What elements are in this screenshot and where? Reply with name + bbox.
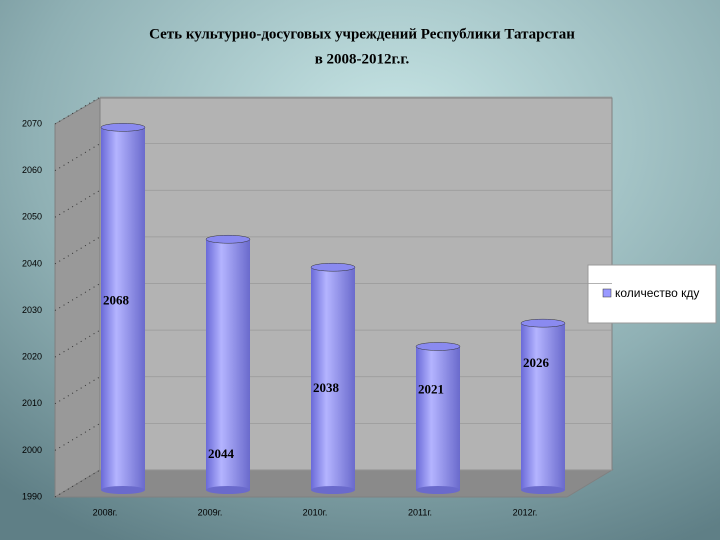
bar-top bbox=[310, 262, 356, 272]
x-tick-label: 2012г. bbox=[513, 507, 538, 517]
y-tick-label: 2050 bbox=[22, 212, 42, 222]
bar bbox=[206, 239, 250, 490]
y-tick-label: 2000 bbox=[22, 445, 42, 455]
x-tick-label: 2010г. bbox=[303, 507, 328, 517]
data-label: 2021 bbox=[418, 381, 444, 396]
data-label: 2044 bbox=[208, 446, 235, 461]
bar bbox=[416, 346, 460, 490]
bar-top bbox=[415, 342, 461, 351]
chart-title: в 2008-2012г.г. bbox=[315, 51, 410, 67]
bar-top bbox=[205, 234, 251, 244]
bar-base bbox=[101, 486, 145, 494]
chart-title: Сеть культурно-досуговых учреждений Респ… bbox=[149, 26, 575, 42]
bar-base bbox=[206, 486, 250, 494]
legend-label: количество кду bbox=[615, 286, 699, 300]
y-tick-label: 2030 bbox=[22, 305, 42, 315]
bar-base bbox=[521, 486, 565, 494]
x-tick-label: 2011г. bbox=[408, 507, 432, 517]
x-tick-label: 2009г. bbox=[198, 507, 223, 517]
bar-top bbox=[100, 123, 146, 132]
bar bbox=[311, 267, 355, 490]
y-tick-label: 2070 bbox=[22, 118, 42, 128]
y-tick-label: 1990 bbox=[22, 491, 42, 501]
x-tick-label: 2008г. bbox=[93, 507, 118, 517]
bar bbox=[101, 127, 145, 490]
data-label: 2038 bbox=[313, 380, 340, 395]
data-label: 2068 bbox=[103, 292, 130, 307]
bar-base bbox=[416, 486, 460, 494]
bar-base bbox=[311, 486, 355, 494]
bar bbox=[521, 323, 565, 490]
bar-top bbox=[520, 318, 566, 328]
y-tick-label: 2040 bbox=[22, 258, 42, 268]
data-label: 2026 bbox=[523, 355, 550, 370]
y-tick-label: 2060 bbox=[22, 165, 42, 175]
y-tick-label: 2010 bbox=[22, 398, 42, 408]
legend-marker bbox=[602, 288, 612, 298]
y-tick-label: 2020 bbox=[22, 352, 42, 362]
